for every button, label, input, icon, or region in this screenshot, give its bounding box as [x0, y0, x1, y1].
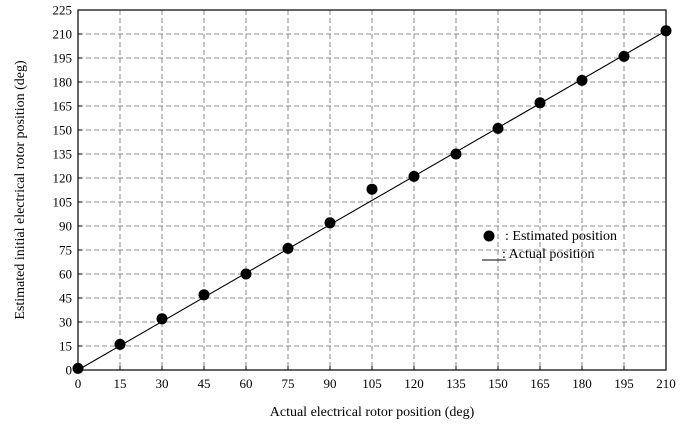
x-tick-label: 135	[446, 376, 466, 391]
x-tick-label: 120	[404, 376, 424, 391]
x-tick-label: 45	[198, 376, 211, 391]
series-layer	[72, 25, 672, 374]
estimated-position-point	[534, 97, 546, 109]
x-tick-label: 90	[324, 376, 337, 391]
legend-label-actual: : Actual position	[502, 247, 595, 262]
y-tick-label: 90	[59, 219, 72, 234]
x-tick-label: 30	[156, 376, 169, 391]
estimated-position-point	[492, 122, 504, 134]
x-tick-label: 0	[75, 376, 82, 391]
x-tick-label: 105	[362, 376, 382, 391]
estimated-position-point	[156, 313, 168, 325]
y-tick-label: 150	[53, 123, 73, 138]
estimated-position-point	[366, 183, 378, 195]
y-tick-label: 225	[53, 3, 73, 18]
x-tick-label: 195	[614, 376, 634, 391]
y-tick-label: 195	[53, 51, 73, 66]
x-tick-label: 150	[488, 376, 508, 391]
y-tick-label: 120	[53, 171, 73, 186]
x-tick-label: 210	[656, 376, 676, 391]
estimated-position-point	[198, 289, 210, 301]
y-tick-label: 165	[53, 99, 73, 114]
estimated-position-point	[240, 268, 252, 280]
y-tick-label: 0	[66, 363, 73, 378]
y-tick-label: 15	[59, 339, 72, 354]
x-tick-label: 75	[282, 376, 295, 391]
estimated-position-point	[408, 170, 420, 182]
estimated-position-point	[324, 217, 336, 229]
y-tick-label: 75	[59, 243, 72, 258]
y-tick-label: 180	[53, 75, 73, 90]
estimated-position-point	[72, 362, 84, 374]
grid-lines	[78, 10, 666, 370]
x-tick-label: 165	[530, 376, 550, 391]
x-axis-title: Actual electrical rotor position (deg)	[270, 405, 475, 420]
legend: : Estimated position : Actual position	[482, 229, 617, 262]
estimated-position-point	[114, 338, 126, 350]
legend-marker-estimated	[483, 230, 495, 242]
x-tick-label: 15	[114, 376, 127, 391]
y-tick-label: 135	[53, 147, 73, 162]
estimated-position-point	[576, 74, 588, 86]
estimated-position-point	[660, 25, 672, 37]
x-tick-label: 180	[572, 376, 592, 391]
estimated-position-point	[282, 242, 294, 254]
axis-ticks: 0 15 30 45 60 75 90 105 120 135 150 165 180 195 210 0 15…	[53, 3, 676, 392]
y-tick-label: 30	[59, 315, 72, 330]
estimated-position-point	[450, 148, 462, 160]
y-tick-label: 45	[59, 291, 72, 306]
y-tick-label: 210	[53, 27, 73, 42]
y-axis-title: Estimated initial electrical rotor posit…	[13, 60, 28, 320]
legend-label-estimated: : Estimated position	[505, 229, 617, 244]
estimated-position-point	[618, 50, 630, 62]
actual-position-line	[77, 30, 667, 371]
y-tick-label: 60	[59, 267, 72, 282]
x-tick-label: 60	[240, 376, 253, 391]
y-tick-label: 105	[53, 195, 73, 210]
